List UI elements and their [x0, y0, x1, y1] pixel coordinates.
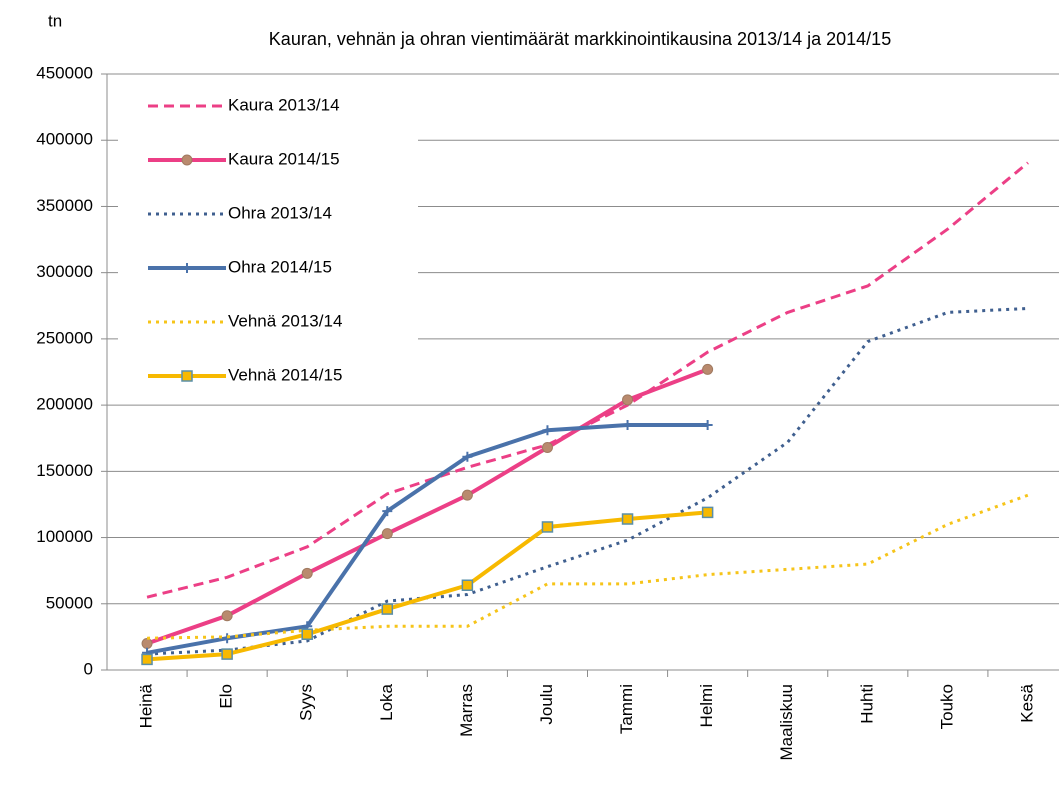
legend-marker [182, 263, 192, 273]
legend-label: Kaura 2014/15 [228, 149, 340, 168]
x-tick-label: Maaliskuu [777, 684, 796, 761]
data-point [221, 610, 233, 622]
x-tick-label: Syys [297, 684, 316, 721]
data-point [462, 451, 473, 462]
legend-label: Ohra 2013/14 [228, 203, 332, 222]
y-tick-label: 250000 [36, 328, 93, 347]
data-point [381, 603, 394, 615]
x-tick-label: Tammi [617, 684, 636, 734]
legend-marker [181, 370, 193, 382]
series-line [146, 161, 1029, 599]
y-tick-label: 400000 [36, 130, 93, 149]
x-tick-label: Elo [217, 684, 236, 709]
legend-label: Vehnä 2013/14 [228, 311, 342, 330]
data-point [541, 521, 554, 533]
x-tick-label: Kesä [1017, 683, 1036, 722]
x-tick-label: Loka [377, 683, 396, 720]
data-point [221, 648, 233, 660]
data-point [301, 567, 313, 579]
x-tick-label: Marras [457, 684, 476, 737]
series-line [146, 422, 708, 655]
y-tick-label: 150000 [36, 461, 93, 480]
data-point [622, 394, 634, 406]
x-tick-label: Huhti [857, 684, 876, 724]
legend-label: Kaura 2013/14 [228, 95, 340, 114]
y-tick-label: 450000 [36, 63, 93, 82]
data-point [382, 506, 393, 517]
data-point [621, 513, 634, 525]
y-tick-label: 350000 [36, 196, 93, 215]
series-line [146, 306, 1029, 656]
x-tick-label: Heinä [137, 683, 156, 728]
data-point [461, 579, 474, 591]
legend-label: Vehnä 2014/15 [228, 365, 342, 384]
data-point [542, 425, 553, 436]
series-line [147, 493, 1029, 640]
series-line [146, 367, 709, 646]
legend-marker [181, 154, 193, 166]
y-tick-label: 50000 [46, 593, 93, 612]
data-point [701, 506, 714, 519]
chart-title: Kauran, vehnän ja ohran vientimäärät mar… [269, 29, 891, 49]
y-axis-label: tn [48, 11, 62, 30]
data-point [461, 489, 473, 501]
y-tick-label: 0 [84, 659, 93, 678]
series-line [146, 510, 708, 662]
y-tick-label: 200000 [36, 395, 93, 414]
data-point [141, 638, 153, 650]
data-point [702, 363, 714, 375]
data-point [541, 441, 553, 453]
data-point [301, 628, 313, 640]
y-tick-label: 300000 [36, 262, 93, 281]
data-point [622, 419, 633, 430]
data-point [702, 419, 713, 430]
legend-box [118, 84, 418, 396]
data-point [381, 528, 393, 540]
x-tick-label: Joulu [537, 684, 556, 725]
x-tick-label: Touko [937, 684, 956, 729]
x-tick-label: Helmi [697, 684, 716, 727]
data-point [141, 653, 153, 666]
legend-label: Ohra 2014/15 [228, 257, 332, 276]
y-tick-label: 100000 [36, 527, 93, 546]
